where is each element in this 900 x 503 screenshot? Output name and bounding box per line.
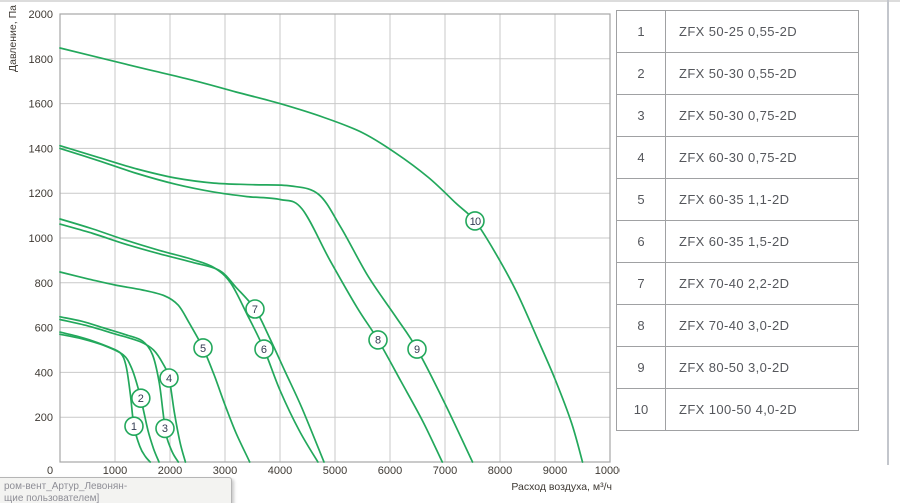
legend-row-model: ZFX 100-50 4,0-2D (665, 388, 859, 431)
curve-marker-10 (465, 211, 485, 231)
y-tick-label: 200 (35, 412, 53, 424)
curve-marker-6 (254, 339, 274, 359)
legend-row-model: ZFX 60-30 0,75-2D (665, 136, 859, 179)
legend-row-model: ZFX 60-35 1,1-2D (665, 178, 859, 221)
plot-frame (59, 13, 611, 463)
curve-marker-number-6: 6 (261, 344, 267, 356)
legend-row-model: ZFX 50-30 0,75-2D (665, 94, 859, 137)
table-row: 2 ZFX 50-30 0,55-2D (616, 52, 859, 95)
curve-marker-number-1: 1 (131, 421, 137, 433)
x-tick-label: 8000 (488, 465, 512, 477)
y-tick-label: 1600 (29, 99, 53, 111)
curve-5 (59, 271, 251, 463)
curve-7 (59, 223, 325, 463)
y-tick-label: 1400 (29, 143, 53, 155)
y-tick-label: 800 (35, 278, 53, 290)
legend-row-number: 2 (616, 52, 666, 95)
legend-row-model: ZFX 70-40 2,2-2D (665, 262, 859, 305)
legend-table: 1 ZFX 50-25 0,55-2D 2 ZFX 50-30 0,55-2D … (616, 10, 859, 431)
curve-marker-9 (407, 339, 427, 359)
table-row: 1 ZFX 50-25 0,55-2D (616, 10, 859, 53)
curve-marker-number-8: 8 (375, 335, 381, 347)
table-row: 4 ZFX 60-30 0,75-2D (616, 136, 859, 179)
curve-2 (59, 333, 160, 463)
curve-marker-8 (368, 330, 388, 350)
table-row: 10 ZFX 100-50 4,0-2D (616, 388, 859, 431)
curve-marker-number-9: 9 (414, 344, 420, 356)
legend-row-model: ZFX 50-30 0,55-2D (665, 52, 859, 95)
x-tick-label: 5000 (323, 465, 347, 477)
tooltip-line-1: ром-вент_Артур_Левонян- (4, 481, 128, 492)
curve-marker-number-4: 4 (166, 373, 172, 385)
table-row: 5 ZFX 60-35 1,1-2D (616, 178, 859, 221)
x-tick-label: 0 (47, 465, 53, 477)
curve-3 (59, 315, 180, 463)
tooltip: ром-вент_Артур_Левонян- щие пользователе… (0, 477, 232, 503)
y-tick-label: 2000 (29, 9, 53, 21)
legend-row-number: 1 (616, 10, 666, 53)
fan-curves-chart: 0 1000 2000 3000 4000 5000 6000 7000 8000 9000 100… (29, 9, 620, 477)
legend-row-number: 4 (616, 136, 666, 179)
x-tick-label: 3000 (213, 465, 237, 477)
curve-4 (59, 318, 187, 463)
y-tick-label: 1200 (29, 188, 53, 200)
window-top-border (0, 0, 900, 2)
legend-row-number: 7 (616, 262, 666, 305)
table-row: 8 ZFX 70-40 3,0-2D (616, 304, 859, 347)
y-tick-label: 600 (35, 323, 53, 335)
curve-10 (59, 47, 584, 463)
curve-marker-7 (245, 299, 265, 319)
legend-row-number: 10 (616, 388, 666, 431)
curve-marker-2 (131, 388, 151, 408)
curve-marker-number-5: 5 (200, 343, 206, 355)
legend-row-number: 6 (616, 220, 666, 263)
y-tick-label: 1800 (29, 54, 53, 66)
x-tick-label: 6000 (378, 465, 402, 477)
y-axis-title: Давление, Па (7, 5, 19, 72)
curve-6 (59, 218, 319, 463)
curve-8 (59, 147, 444, 463)
table-row: 3 ZFX 50-30 0,75-2D (616, 94, 859, 137)
curve-1 (59, 331, 152, 463)
legend-row-number: 9 (616, 346, 666, 389)
x-tick-label: 4000 (268, 465, 292, 477)
curve-marker-number-3: 3 (162, 423, 168, 435)
table-row: 7 ZFX 70-40 2,2-2D (616, 262, 859, 305)
x-tick-label: 10000 (595, 465, 620, 477)
x-tick-label: 7000 (433, 465, 457, 477)
window-right-border (887, 0, 889, 465)
x-tick-label: 2000 (158, 465, 182, 477)
x-tick-label: 1000 (103, 465, 127, 477)
table-row: 6 ZFX 60-35 1,5-2D (616, 220, 859, 263)
curve-marker-number-7: 7 (252, 304, 258, 316)
tooltip-line-2: щие пользователем] (4, 493, 100, 503)
legend-row-number: 8 (616, 304, 666, 347)
curve-marker-4 (159, 368, 179, 388)
y-tick-label: 400 (35, 367, 53, 379)
curve-marker-number-2: 2 (138, 393, 144, 405)
legend-row-model: ZFX 60-35 1,5-2D (665, 220, 859, 263)
curve-marker-3 (155, 418, 175, 439)
legend-row-model: ZFX 50-25 0,55-2D (665, 10, 859, 53)
y-tick-label: 1000 (29, 233, 53, 245)
x-tick-label: 9000 (543, 465, 567, 477)
legend-row-number: 3 (616, 94, 666, 137)
table-row: 9 ZFX 80-50 3,0-2D (616, 346, 859, 389)
legend-row-model: ZFX 70-40 3,0-2D (665, 304, 859, 347)
x-axis-title: Расход воздуха, м³/ч (511, 481, 612, 493)
curve-marker-1 (124, 416, 144, 436)
legend-row-model: ZFX 80-50 3,0-2D (665, 346, 859, 389)
curve-marker-5 (193, 338, 213, 358)
legend-row-number: 5 (616, 178, 666, 221)
curve-marker-number-10: 10 (470, 216, 481, 228)
